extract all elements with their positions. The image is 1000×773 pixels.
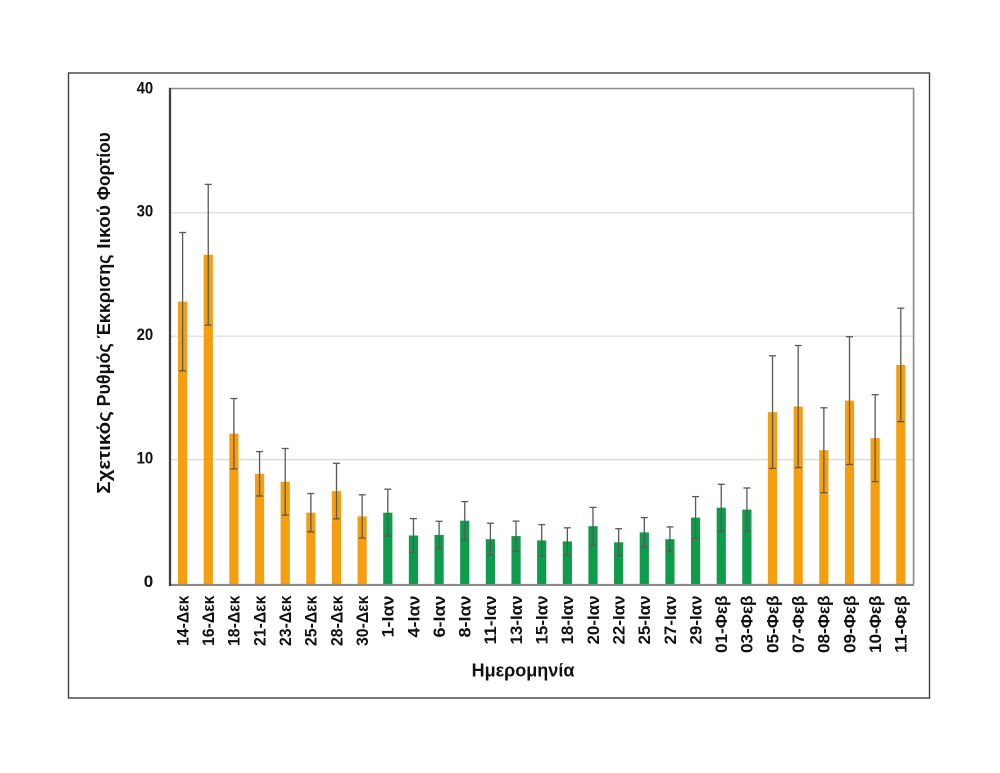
svg-text:23-Δεκ: 23-Δεκ [277, 595, 295, 646]
svg-text:10-Φεβ: 10-Φεβ [867, 596, 885, 654]
svg-text:29-Ιαν: 29-Ιαν [687, 596, 705, 645]
svg-text:14-Δεκ: 14-Δεκ [174, 595, 192, 646]
svg-text:01-Φεβ: 01-Φεβ [713, 596, 731, 654]
svg-text:08-Φεβ: 08-Φεβ [816, 596, 834, 654]
svg-text:1-Ιαν: 1-Ιαν [380, 596, 398, 638]
svg-text:20-Ιαν: 20-Ιαν [585, 596, 603, 645]
svg-text:6-Ιαν: 6-Ιαν [431, 596, 449, 638]
svg-text:27-Ιαν: 27-Ιαν [662, 596, 680, 645]
svg-text:03-Φεβ: 03-Φεβ [739, 596, 757, 654]
svg-text:10: 10 [137, 449, 154, 468]
svg-text:Ιικού: Ιικού [94, 205, 114, 249]
svg-text:22-Ιαν: 22-Ιαν [610, 596, 628, 645]
svg-text:16-Δεκ: 16-Δεκ [200, 595, 218, 646]
svg-text:25-Ιαν: 25-Ιαν [636, 596, 654, 645]
svg-text:05-Φεβ: 05-Φεβ [764, 596, 782, 654]
svg-text:8-Ιαν: 8-Ιαν [457, 596, 475, 638]
svg-text:30: 30 [137, 202, 154, 221]
svg-text:18-Ιαν: 18-Ιαν [559, 596, 577, 645]
svg-text:25-Δεκ: 25-Δεκ [303, 595, 321, 646]
svg-text:18-Δεκ: 18-Δεκ [226, 595, 244, 646]
svg-text:Σχετικός: Σχετικός [94, 411, 114, 494]
svg-text:Έκκρισης: Έκκρισης [94, 255, 114, 339]
svg-text:30-Δεκ: 30-Δεκ [354, 595, 372, 646]
svg-text:0: 0 [144, 572, 153, 591]
svg-text:11-Φεβ: 11-Φεβ [893, 596, 911, 654]
svg-text:20: 20 [137, 325, 154, 344]
svg-text:40: 40 [137, 78, 154, 97]
svg-text:13-Ιαν: 13-Ιαν [508, 596, 526, 645]
svg-text:28-Δεκ: 28-Δεκ [328, 595, 346, 646]
svg-text:4-Ιαν: 4-Ιαν [405, 596, 423, 638]
svg-text:Ημερομηνία: Ημερομηνία [472, 661, 575, 681]
svg-text:21-Δεκ: 21-Δεκ [251, 595, 269, 646]
svg-text:11-Ιαν: 11-Ιαν [482, 596, 500, 645]
svg-text:Ρυθμός: Ρυθμός [94, 343, 114, 406]
svg-text:07-Φεβ: 07-Φεβ [790, 596, 808, 654]
svg-text:Φορτίου: Φορτίου [94, 132, 114, 200]
svg-text:09-Φεβ: 09-Φεβ [841, 596, 859, 654]
svg-text:15-Ιαν: 15-Ιαν [534, 596, 552, 645]
